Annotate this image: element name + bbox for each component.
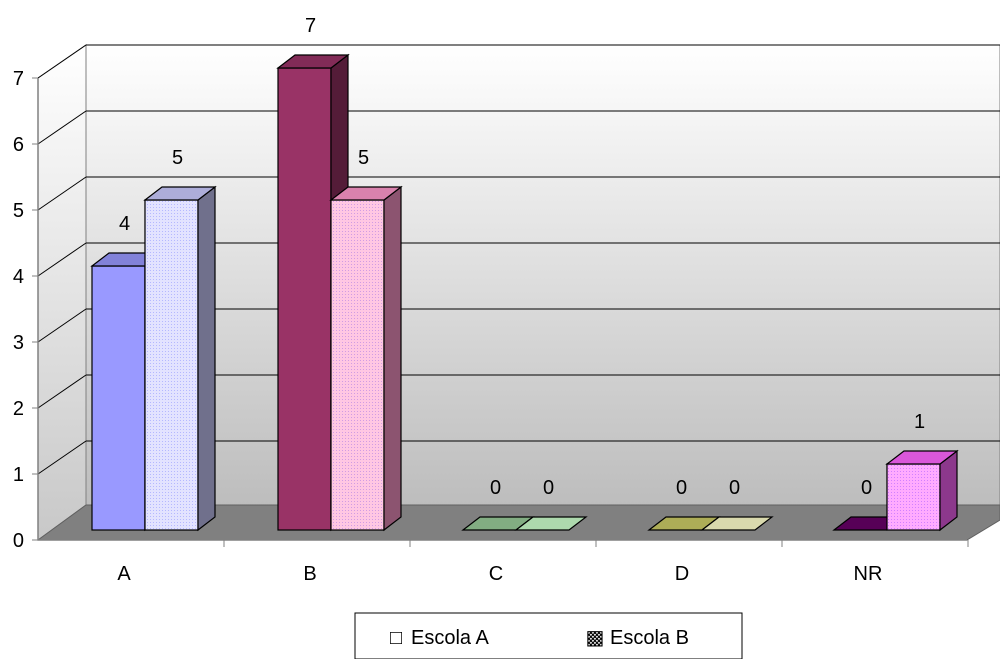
- gridline-diag: [37, 176, 87, 211]
- bar-b-escola-b: [329, 185, 403, 532]
- bar-top: [276, 54, 350, 69]
- bar-a-escola-b: [143, 185, 217, 532]
- data-label: 1: [914, 411, 925, 433]
- bar-pattern: [330, 199, 385, 531]
- y-tick-label: 4: [13, 266, 24, 288]
- x-tick-label-a: A: [117, 563, 131, 585]
- bar-top: [514, 516, 588, 531]
- bar-top: [329, 186, 403, 201]
- y-tick-label: 2: [13, 398, 24, 420]
- walls: [36, 44, 1000, 541]
- bar-pattern: [886, 463, 941, 531]
- bar-top: [700, 516, 774, 531]
- left-wall: [37, 44, 87, 541]
- y-tick-label: 1: [13, 464, 24, 486]
- x-tick-label-d: D: [675, 563, 689, 585]
- gridline-diag: [37, 242, 87, 277]
- bar-top: [885, 450, 959, 465]
- bar-nr-escola-b: [885, 449, 959, 532]
- legend-label-escola-a: Escola A: [411, 627, 489, 649]
- data-labels: 4 5 7 5 0 0 0 0 0 1: [119, 15, 925, 499]
- y-tick-label: 5: [13, 200, 24, 222]
- bar-c-escola-b: [514, 516, 588, 531]
- x-tick-label-b: B: [303, 563, 316, 585]
- gridline-diag: [37, 110, 87, 145]
- data-label: 0: [543, 477, 554, 499]
- data-label: 5: [172, 147, 183, 169]
- data-label: 0: [676, 477, 687, 499]
- x-axis-ticks: A B C D NR: [117, 540, 969, 585]
- x-tick-label-nr: NR: [854, 563, 883, 585]
- data-label: 5: [358, 147, 369, 169]
- bar-pattern: [144, 199, 199, 531]
- y-tick-label: 0: [13, 530, 24, 552]
- bar-front: [277, 67, 332, 531]
- data-label: 0: [729, 477, 740, 499]
- data-label: 0: [490, 477, 501, 499]
- gridline-diag: [37, 374, 87, 409]
- legend-marker-escola-a: □: [390, 627, 402, 649]
- y-tick-label: 7: [13, 68, 24, 90]
- data-label: 4: [119, 213, 130, 235]
- bar-top: [143, 186, 217, 201]
- y-tick-label: 6: [13, 134, 24, 156]
- y-tick-label: 3: [13, 332, 24, 354]
- x-tick-label-c: C: [489, 563, 503, 585]
- data-label: 7: [305, 15, 316, 37]
- legend: □ Escola A ▩ Escola B: [354, 612, 743, 659]
- legend-box: [354, 612, 743, 659]
- axes: [37, 78, 967, 541]
- legend-label-escola-b: Escola B: [610, 627, 689, 649]
- bar-front: [91, 265, 146, 531]
- bars: [90, 53, 959, 532]
- bar-side: [383, 185, 402, 532]
- data-label: 0: [861, 477, 872, 499]
- bar-side: [939, 449, 958, 532]
- back-wall: [85, 44, 1000, 506]
- bar-side: [197, 185, 216, 532]
- gridline-diag: [37, 308, 87, 343]
- legend-marker-escola-b: ▩: [586, 627, 605, 649]
- bar-d-escola-b: [700, 516, 774, 531]
- gridline-diag: [37, 44, 87, 79]
- gridline-diag: [37, 440, 87, 475]
- y-axis-ticks: 0 1 2 3 4 5 6 7: [13, 68, 38, 552]
- gridlines: [37, 44, 1000, 475]
